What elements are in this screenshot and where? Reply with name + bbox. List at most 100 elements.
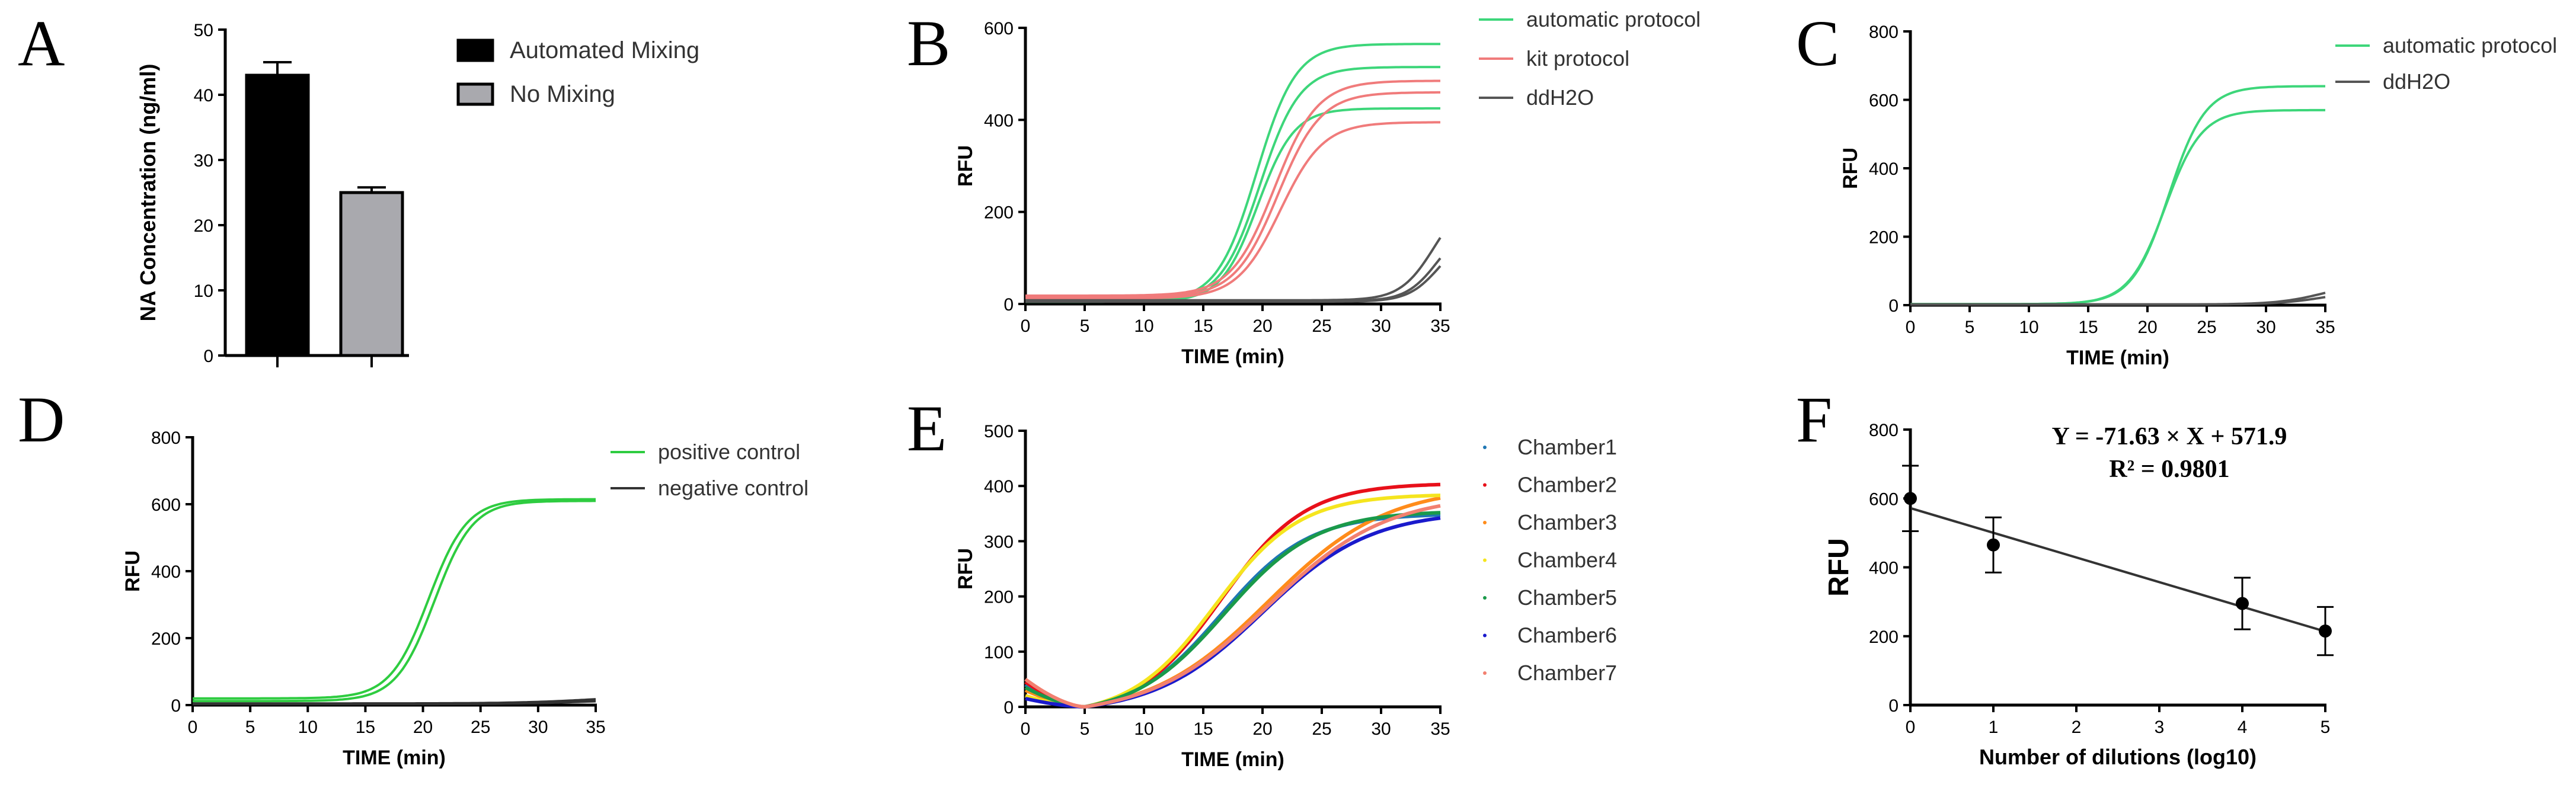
panel-c-line-chart: 0 200 400 600 800 0 5 10 15 20 25 30 35 TIME (min) RFU… [1839,23,2557,369]
legend-marker [1483,521,1487,524]
x-tick-label: 35 [1430,719,1450,739]
legend-label: Chamber5 [1517,585,1617,610]
panel-letter-f: F [1796,383,1832,456]
series-line [1910,108,2325,306]
series-line [1025,91,1440,299]
legend-marker [1483,446,1487,449]
series-line [1024,513,1441,709]
y-axis-label: RFU [1823,538,1855,597]
x-tick-label: 30 [528,718,548,737]
y-tick-label: 800 [151,428,181,448]
y-tick-label: 0 [1888,696,1899,716]
legend-label: Chamber6 [1517,623,1617,648]
y-axis-label: NA Concentration (ng/ml) [136,64,160,322]
series-line [193,700,596,706]
x-tick-label: 25 [471,718,490,737]
data-point [1904,492,1917,505]
x-tick-label: 20 [1252,719,1272,739]
y-axis-label: RFU [1839,148,1862,189]
x-axis-label: TIME (min) [2066,347,2169,369]
legend-label: Chamber4 [1517,548,1617,572]
legend-marker [1483,483,1487,487]
x-axis-label: TIME (min) [343,747,446,769]
legend-label: negative control [658,476,808,500]
legend-label: kit protocol [1526,46,1629,71]
y-tick-label: 100 [984,643,1014,662]
x-tick-label: 35 [1430,316,1450,336]
series-line [1910,85,2325,306]
y-tick-label: 200 [151,629,181,649]
series-line [193,498,596,700]
y-tick-label: 200 [984,203,1014,223]
x-axis-label: TIME (min) [1181,345,1284,368]
panel-letter-c: C [1796,7,1839,79]
series-line [1025,516,1441,709]
panel-b-line-chart: 0 200 400 600 0 5 10 15 20 25 30 35 TIME (min) RFU aut… [954,7,1701,368]
series-line [1024,511,1441,709]
y-tick-label: 0 [1003,698,1014,718]
x-tick-label: 0 [1906,318,1916,337]
y-axis-label: RFU [954,548,977,590]
x-tick-label: 25 [1312,316,1331,336]
y-tick-label: 300 [984,532,1014,552]
x-tick-label: 10 [1134,316,1153,336]
x-tick-label: 15 [356,718,375,737]
y-tick-label: 600 [984,19,1014,39]
x-tick-label: 15 [1193,719,1213,739]
bar [339,191,404,357]
y-tick-label: 10 [194,281,213,301]
x-tick-label: 10 [298,718,318,737]
bar [245,73,310,357]
legend-label: automatic protocol [2383,33,2557,57]
x-tick-label: 5 [1080,719,1090,739]
x-tick-label: 30 [1371,316,1391,336]
x-tick-label: 0 [1906,718,1916,737]
y-tick-label: 600 [1869,489,1899,509]
x-tick-label: 5 [2321,718,2331,737]
series-line [1025,79,1440,297]
y-axis-label: RFU [954,145,977,187]
x-tick-label: 5 [245,718,255,737]
legend-marker [1483,558,1487,562]
y-tick-label: 400 [984,477,1014,497]
x-tick-label: 2 [2072,718,2082,737]
panel-f-scatter-chart: Y = -71.63 × X + 571.9 R² = 0.9801 0 200 4… [1823,421,2334,769]
legend-label: Chamber3 [1517,510,1617,534]
x-tick-label: 25 [1312,719,1331,739]
series-line [1025,121,1440,300]
legend-swatch [456,39,494,62]
x-tick-label: 25 [2197,318,2216,337]
x-tick-label: 30 [2256,318,2275,337]
legend-label: automatic protocol [1526,7,1701,31]
legend-label: Automated Mixing [510,37,699,63]
legend-label: Chamber2 [1517,473,1617,497]
legend-marker [1483,633,1487,638]
y-tick-label: 500 [984,422,1014,441]
panel-d-line-chart: 0 200 400 600 800 0 5 10 15 20 25 30 35 TIME (min) RFU… [122,428,808,769]
y-tick-label: 600 [1869,91,1899,111]
panel-letter-a: A [18,7,65,79]
x-tick-label: 20 [2137,318,2157,337]
x-tick-label: 10 [2019,318,2038,337]
x-axis-label: Number of dilutions (log10) [1979,745,2257,769]
x-tick-label: 35 [2315,318,2335,337]
y-tick-label: 800 [1869,421,1899,440]
x-tick-label: 5 [1080,316,1090,336]
y-tick-label: 0 [1888,296,1899,316]
legend-label: Chamber1 [1517,435,1617,459]
y-tick-label: 400 [1869,159,1899,179]
x-tick-label: 0 [1021,719,1031,739]
legend-label: ddH2O [1526,85,1594,110]
legend-label: Chamber7 [1517,661,1617,685]
y-tick-label: 0 [203,347,213,366]
series-line [1025,265,1442,303]
x-tick-label: 15 [1193,316,1213,336]
x-tick-label: 35 [586,718,605,737]
x-tick-label: 15 [2078,318,2098,337]
panel-a-bar-chart: 0 10 20 30 40 50 NA Concentration (ng/ml) Autom… [136,21,699,367]
legend-marker [1483,596,1487,600]
x-tick-label: 10 [1134,719,1153,739]
series-line [193,499,596,703]
x-tick-label: 30 [1371,719,1391,739]
